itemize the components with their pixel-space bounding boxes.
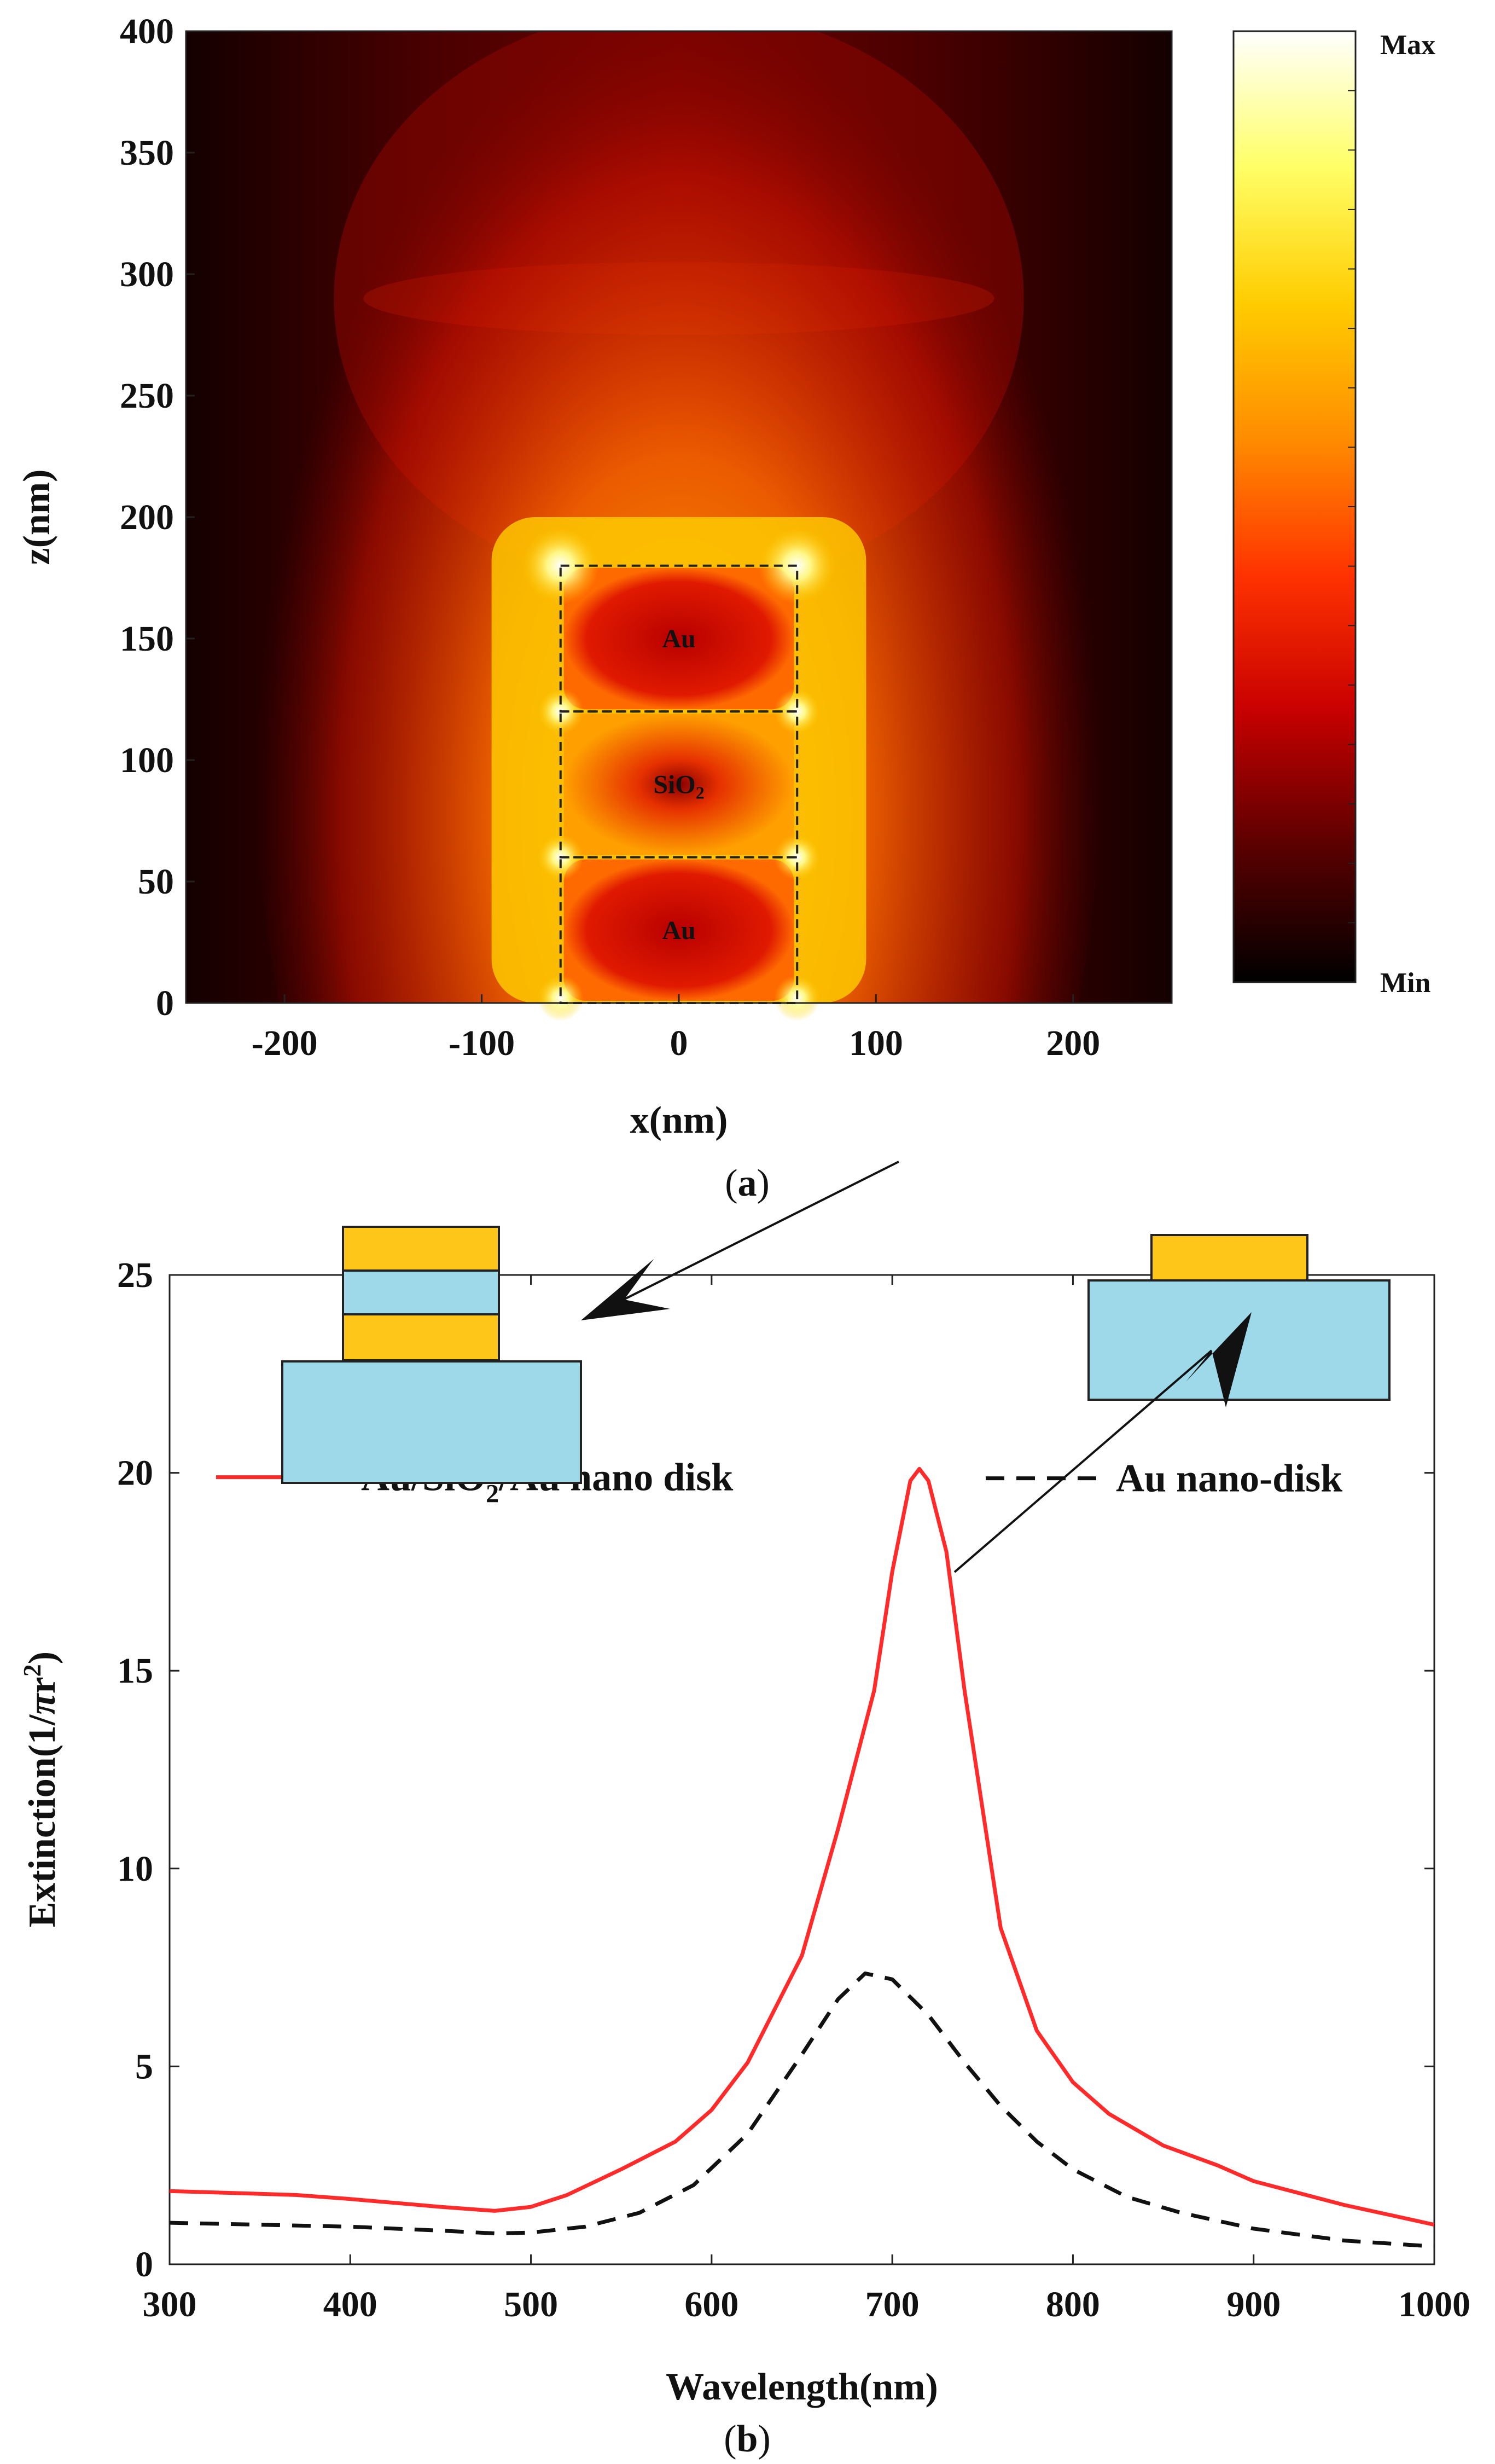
extinction-tick-label: 5 (135, 2046, 153, 2086)
extinction-tick-label: 25 (117, 1255, 153, 1295)
spectrum-series (170, 1466, 1434, 2248)
inset-au-layer (1150, 1234, 1308, 1282)
extinction-tick-label: 0 (135, 2245, 153, 2285)
x-axis-label: x(nm) (630, 1099, 728, 1141)
field-heatmap (186, 31, 1172, 1003)
x-axis-ticks: -200 -100 0 100 200 (252, 994, 1100, 1063)
z-tick-label: 250 (120, 376, 174, 416)
z-axis-label: z(nm) (16, 469, 58, 565)
z-tick-label: 400 (120, 11, 174, 51)
z-tick-label: 350 (120, 133, 174, 173)
field-map-panel: Au SiO2 Au -200 -100 0 100 200 0 50 100 150 200 250… (16, 11, 1173, 1204)
z-tick-label: 100 (120, 740, 174, 780)
arrowhead-single-disk (1186, 1312, 1252, 1407)
x-tick-label: -200 (252, 1023, 318, 1063)
wavelength-tick-label: 700 (865, 2285, 920, 2324)
arrowhead-multilayer (581, 1259, 670, 1320)
extinction-tick-label: 20 (117, 1453, 153, 1493)
region-fill-sio2-1 (563, 714, 794, 855)
panel-b-caption: (b) (724, 2418, 771, 2460)
inset-au-bottom-layer (342, 1313, 500, 1361)
inset-au-top-layer (342, 1226, 500, 1272)
wavelength-tick-label: 300 (143, 2285, 197, 2324)
extinction-tick-label: 10 (117, 1849, 153, 1889)
x-tick-label: 200 (1046, 1023, 1100, 1063)
z-tick-label: 50 (138, 862, 174, 902)
wavelength-tick-label: 600 (684, 2285, 738, 2324)
z-tick-label: 150 (120, 619, 174, 659)
structure-regions: Au SiO2 Au (522, 527, 836, 1022)
inset-sio2-layer (342, 1269, 500, 1315)
legend-label-au-disk: Au nano-disk (1116, 1457, 1342, 1500)
region-label-au-0: Au (662, 624, 695, 653)
series-line-au-nano-disk (170, 1971, 1434, 2248)
wavelength-tick-label: 1000 (1398, 2285, 1470, 2324)
annotation-arrows (581, 1161, 1252, 1573)
field-hotspot (774, 834, 821, 880)
colorbar-min-label: Min (1380, 967, 1431, 999)
field-hotspot (774, 688, 821, 735)
colorbar-ticks (1348, 90, 1356, 924)
wavelength-tick-label: 800 (1046, 2285, 1100, 2324)
inset-multilayer-disk (281, 1226, 582, 1484)
x-tick-label: 0 (670, 1023, 688, 1063)
z-tick-label: 200 (120, 497, 174, 537)
field-hotspot (537, 975, 584, 1022)
x-tick-label: -100 (449, 1023, 515, 1063)
region-label-au-2: Au (662, 916, 695, 945)
inset-substrate (281, 1360, 582, 1484)
z-tick-label: 300 (120, 254, 174, 294)
extinction-spectrum-panel: 300 400 500 600 700 800 900 1000 0 5 10 15 20 25 Wav… (18, 1161, 1470, 2460)
z-axis-ticks: 0 50 100 150 200 250 300 350 400 (120, 11, 195, 1023)
wavelength-axis-label: Wavelength(nm) (666, 2366, 938, 2408)
x-tick-label: 100 (849, 1023, 903, 1063)
arrow-to-single-disk (953, 1349, 1213, 1573)
colorbar-gradient (1232, 30, 1357, 983)
wavelength-tick-label: 900 (1226, 2285, 1281, 2324)
arrow-to-multilayer (623, 1161, 899, 1301)
inset-single-disk (1087, 1234, 1391, 1401)
colorbar: Max Min (1232, 30, 1435, 999)
wavelength-tick-label: 400 (323, 2285, 377, 2324)
region-fill-au-0 (563, 567, 794, 710)
panel-a-caption: (a) (725, 1162, 770, 1204)
series-line-au-sio2-au-nano-disk (170, 1466, 1434, 2227)
region-label-sio2-1: SiO2 (653, 770, 704, 802)
colorbar-max-label: Max (1380, 30, 1435, 61)
z-tick-label: 0 (156, 983, 174, 1023)
wavelength-tick-label: 500 (504, 2285, 558, 2324)
extinction-axis-ticks: 0 5 10 15 20 25 (117, 1255, 1434, 2285)
extinction-tick-label: 15 (117, 1651, 153, 1691)
extinction-axis-label: Extinction(1/πr2) (18, 1651, 63, 1928)
region-fill-au-2 (563, 859, 794, 1001)
field-hotspot (759, 527, 836, 604)
